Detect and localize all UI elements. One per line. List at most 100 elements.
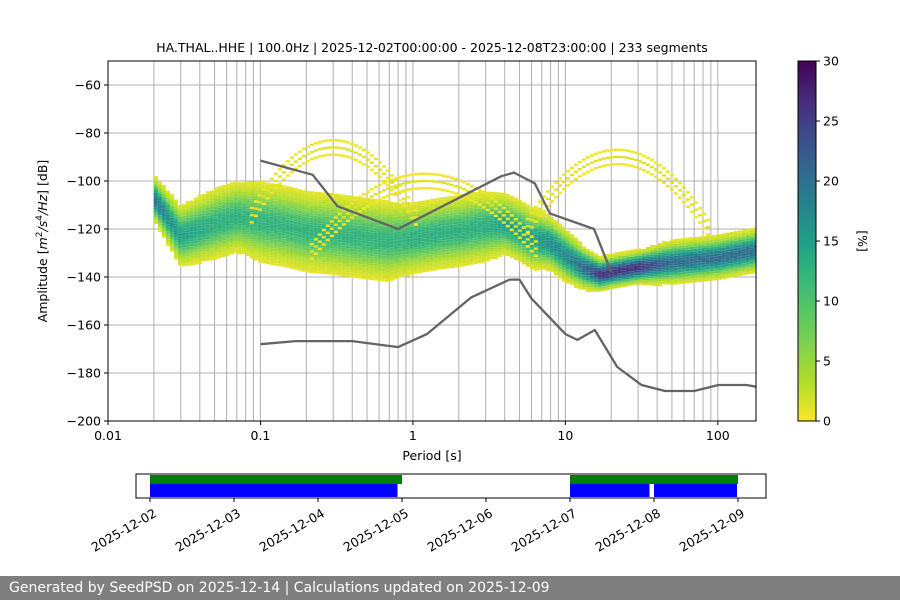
heatmap-cell: [237, 204, 242, 207]
heatmap-cell: [265, 228, 270, 231]
heatmap-cell: [325, 250, 330, 253]
heatmap-cell: [449, 217, 454, 220]
heatmap-cell: [545, 213, 550, 217]
heatmap-cell: [301, 226, 306, 229]
heatmap-cell: [217, 193, 222, 196]
heatmap-cell: [377, 168, 382, 171]
heatmap-cell: [249, 217, 254, 220]
heatmap-cell: [613, 276, 618, 279]
heatmap-cell: [409, 258, 414, 261]
heatmap-cell: [269, 184, 274, 188]
heatmap-cell: [317, 261, 322, 265]
heatmap-cell: [381, 276, 386, 280]
heatmap-cell: [389, 249, 394, 253]
psd-heatmap: [153, 139, 756, 292]
heatmap-cell: [257, 180, 262, 184]
heatmap-cell: [653, 274, 658, 277]
heatmap-cell: [701, 250, 706, 253]
heatmap-cell: [153, 178, 158, 181]
heatmap-cell: [377, 204, 382, 207]
heatmap-cell: [357, 221, 362, 224]
heatmap-cell: [189, 212, 194, 215]
heatmap-cell: [325, 272, 330, 275]
heatmap-cell: [361, 250, 366, 253]
heatmap-cell: [661, 255, 666, 258]
heatmap-cell: [365, 158, 370, 161]
heatmap-cell: [189, 231, 194, 235]
heatmap-cell: [189, 200, 194, 203]
heatmap-cell: [557, 264, 562, 267]
heatmap-cell: [241, 230, 246, 233]
heatmap-cell: [321, 236, 326, 239]
heatmap-cell: [725, 249, 730, 252]
heatmap-cell: [357, 218, 362, 221]
heatmap-cell: [689, 275, 694, 278]
heatmap-cell: [393, 252, 398, 256]
heatmap-cell: [269, 197, 274, 201]
heatmap-cell: [733, 267, 738, 270]
heatmap-cell: [497, 192, 502, 195]
y-tick-label: −200: [67, 414, 101, 429]
heatmap-cell: [217, 234, 222, 237]
heatmap-cell: [509, 198, 514, 201]
heatmap-cell: [153, 192, 158, 196]
heatmap-cell: [305, 193, 310, 196]
heatmap-cell: [217, 207, 222, 211]
heatmap-cell: [389, 240, 394, 243]
heatmap-cell: [481, 217, 486, 220]
heatmap-cell: [225, 210, 230, 213]
heatmap-cell: [273, 234, 278, 237]
heatmap-cell: [205, 253, 210, 256]
heatmap-cell: [229, 196, 234, 200]
heatmap-cell: [425, 172, 430, 175]
heatmap-cell: [469, 184, 474, 188]
heatmap-cell: [309, 203, 314, 206]
heatmap-cell: [717, 277, 722, 280]
heatmap-cell: [177, 257, 182, 261]
heatmap-cell: [697, 267, 702, 270]
heatmap-cell: [613, 274, 618, 277]
heatmap-cell: [721, 235, 726, 239]
heatmap-cell: [533, 251, 538, 254]
heatmap-cell: [505, 232, 510, 235]
heatmap-cell: [225, 193, 230, 196]
heatmap-cell: [385, 209, 390, 213]
heatmap-cell: [429, 263, 434, 267]
heatmap-cell: [577, 262, 582, 265]
heatmap-cell: [153, 212, 158, 215]
heatmap-cell: [473, 201, 478, 204]
heatmap-cell: [309, 253, 314, 257]
heatmap-cell: [625, 255, 630, 258]
heatmap-cell: [661, 272, 666, 275]
heatmap-cell: [409, 241, 414, 244]
heatmap-cell: [413, 271, 418, 274]
heatmap-cell: [473, 261, 478, 265]
heatmap-cell: [509, 207, 514, 211]
heatmap-cell: [209, 255, 214, 258]
heatmap-cell: [301, 252, 306, 255]
heatmap-cell: [429, 223, 434, 226]
heatmap-cell: [317, 247, 322, 251]
heatmap-cell: [517, 242, 522, 246]
heatmap-cell: [245, 229, 250, 233]
heatmap-cell: [265, 245, 270, 248]
heatmap-cell: [517, 223, 522, 227]
heatmap-cell: [297, 232, 302, 235]
heatmap-cell: [577, 160, 582, 164]
heatmap-cell: [357, 259, 362, 262]
heatmap-cell: [645, 275, 650, 279]
heatmap-cell: [281, 247, 286, 251]
heatmap-cell: [353, 266, 358, 269]
heatmap-cell: [417, 237, 422, 240]
heatmap-cell: [233, 221, 238, 225]
heatmap-cell: [549, 192, 554, 196]
heatmap-cell: [277, 251, 282, 255]
heatmap-cell: [333, 236, 338, 240]
heatmap-cell: [313, 222, 318, 226]
heatmap-cell: [673, 279, 678, 283]
heatmap-cell: [441, 252, 446, 255]
heatmap-cell: [209, 202, 214, 206]
heatmap-cell: [153, 195, 158, 198]
heatmap-cell: [469, 212, 474, 215]
heatmap-cell: [469, 248, 474, 251]
